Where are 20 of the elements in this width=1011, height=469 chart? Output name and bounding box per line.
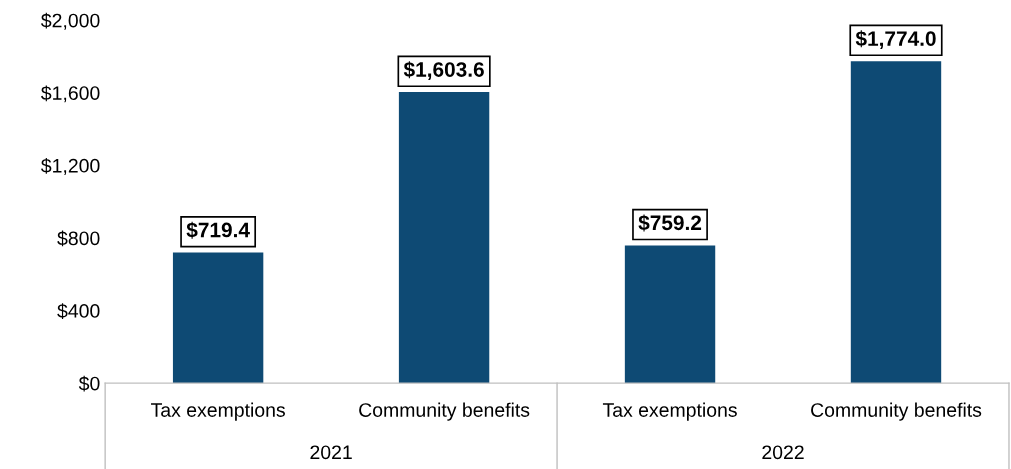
text: 2022: [762, 445, 804, 460]
y-tick-label: $1,200: [41, 158, 100, 175]
data-label: $1,603.6: [403, 61, 484, 80]
x-tick-label: Tax exemptions: [151, 402, 285, 421]
x-tick-label: Community benefits: [811, 402, 982, 421]
text: 2021: [310, 445, 352, 460]
x-tick-label: Community benefits: [359, 402, 530, 421]
y-tick-label: $1,600: [41, 85, 100, 103]
bar: [850, 61, 942, 384]
y-tick-label: $2,000: [41, 12, 100, 30]
bar: [172, 252, 264, 384]
data-label: $719.4: [186, 221, 250, 239]
x-tick-label: Tax exemptions: [602, 402, 737, 421]
y-tick-label: $800: [57, 230, 100, 247]
bar: [398, 92, 490, 384]
bar: [624, 245, 716, 384]
y-tick-label: $400: [57, 303, 100, 319]
data-label: $1,774.0: [855, 30, 936, 49]
y-tick-label: $0: [78, 375, 100, 392]
data-label: $759.2: [638, 214, 702, 232]
